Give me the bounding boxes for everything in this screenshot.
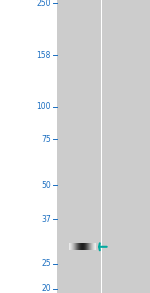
Text: 158: 158 [37, 51, 51, 59]
Bar [57, 0, 101, 293]
Text: 75: 75 [41, 135, 51, 144]
Text: 50: 50 [41, 181, 51, 190]
Text: 20: 20 [41, 284, 51, 293]
Bar [101, 0, 102, 293]
Bar [101, 0, 150, 293]
Text: 100: 100 [36, 102, 51, 111]
Text: 25: 25 [41, 259, 51, 268]
Text: 37: 37 [41, 215, 51, 224]
Text: 250: 250 [36, 0, 51, 8]
